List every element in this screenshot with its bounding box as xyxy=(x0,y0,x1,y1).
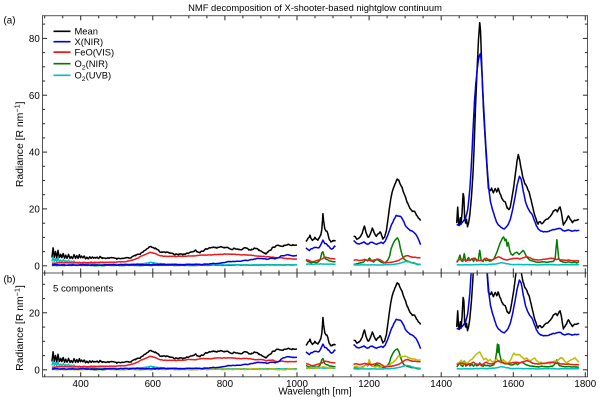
svg-text:80: 80 xyxy=(29,34,40,45)
svg-text:Wavelength [nm]: Wavelength [nm] xyxy=(278,386,351,397)
svg-text:40: 40 xyxy=(29,148,40,159)
svg-text:600: 600 xyxy=(145,379,162,390)
svg-text:1200: 1200 xyxy=(358,379,380,390)
svg-text:800: 800 xyxy=(217,379,234,390)
svg-text:NMF decomposition of X-shooter: NMF decomposition of X-shooter-based nig… xyxy=(188,2,442,13)
svg-text:FeO(VIS): FeO(VIS) xyxy=(75,47,115,58)
svg-text:0: 0 xyxy=(34,261,40,272)
svg-text:(b): (b) xyxy=(4,274,16,285)
svg-text:Mean: Mean xyxy=(75,26,98,37)
svg-text:Radiance [R nm−1]: Radiance [R nm−1] xyxy=(12,101,25,187)
svg-text:1800: 1800 xyxy=(574,379,596,390)
svg-text:X(NIR): X(NIR) xyxy=(75,36,104,47)
svg-text:20: 20 xyxy=(29,308,40,319)
svg-text:1600: 1600 xyxy=(502,379,524,390)
svg-text:(a): (a) xyxy=(4,16,16,27)
svg-text:Radiance [R nm−1]: Radiance [R nm−1] xyxy=(12,285,25,371)
svg-text:1000: 1000 xyxy=(286,379,308,390)
svg-text:1400: 1400 xyxy=(430,379,452,390)
svg-text:5 components: 5 components xyxy=(53,283,113,294)
svg-text:0: 0 xyxy=(34,365,40,376)
svg-text:20: 20 xyxy=(29,205,40,216)
svg-text:400: 400 xyxy=(73,379,90,390)
svg-text:60: 60 xyxy=(29,91,40,102)
